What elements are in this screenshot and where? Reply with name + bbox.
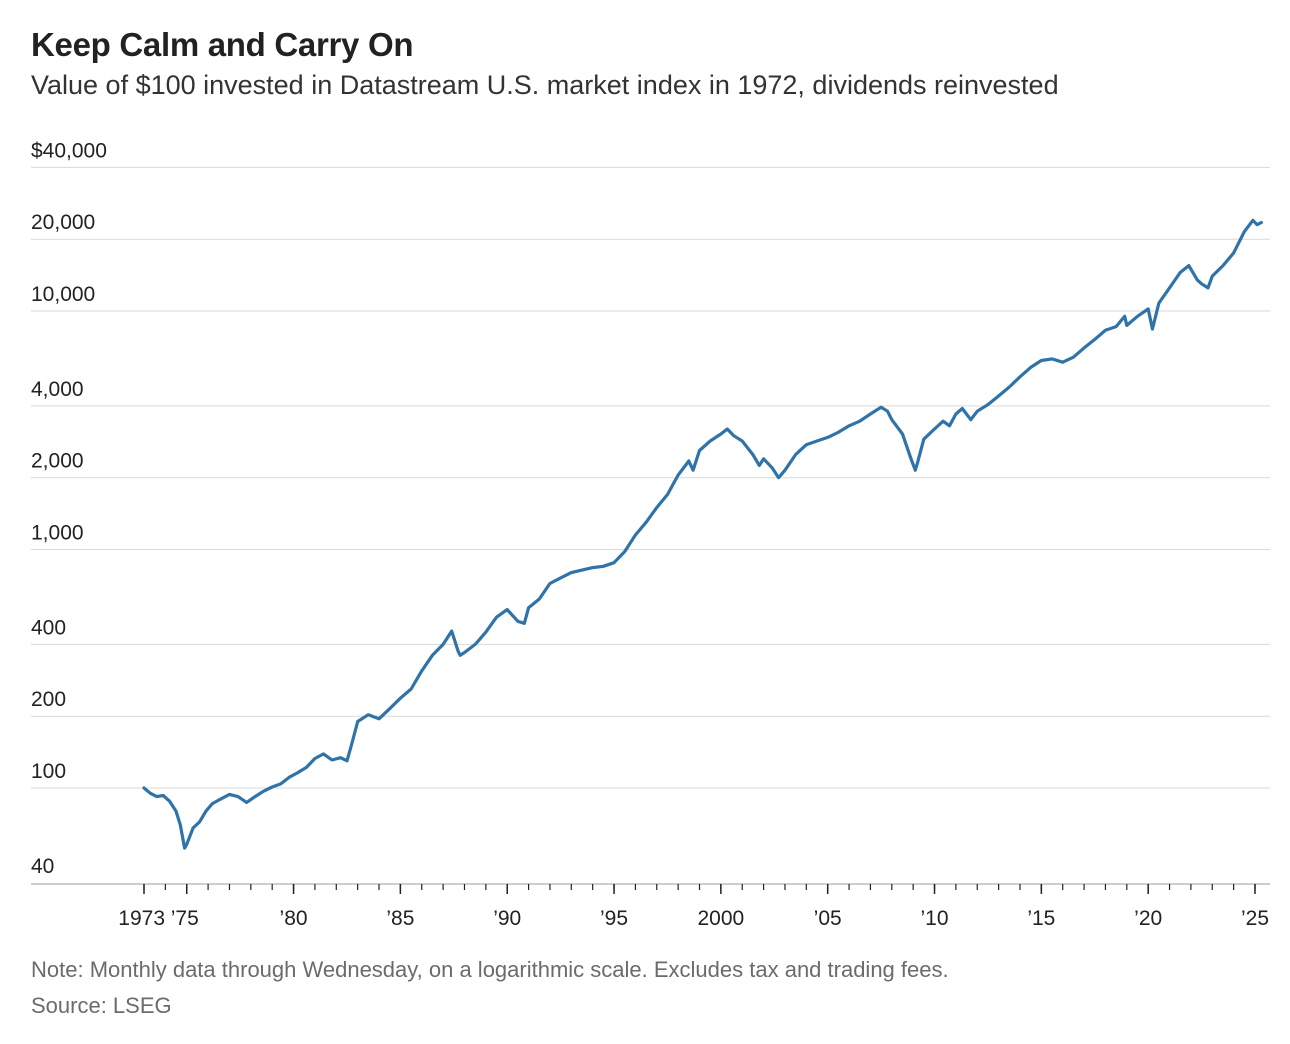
x-tick-label: ’15 — [1027, 907, 1055, 930]
y-tick-label: 4,000 — [31, 378, 84, 401]
series-layer — [142, 218, 1263, 850]
series-line — [142, 218, 1263, 850]
chart-title: Keep Calm and Carry On — [31, 26, 414, 63]
x-axis: 1973 ’75 ’80 ’85 ’90 ’95 2000 ’05 ’10 ’15 ’20 ’25 — [31, 883, 1270, 930]
x-tick-label: ’85 — [386, 907, 414, 930]
x-tick-label: ’05 — [814, 907, 842, 930]
chart-note: Note: Monthly data through Wednesday, on… — [31, 957, 949, 982]
x-tick-label: 2000 — [698, 907, 745, 930]
x-tick-label: ’90 — [493, 907, 521, 930]
x-tick-label: ’10 — [921, 907, 949, 930]
y-tick-label: 200 — [31, 688, 66, 711]
chart-source: Source: LSEG — [31, 993, 172, 1018]
chart-area: $40,000 20,000 10,000 4,000 2,000 1,000 400 200… — [31, 139, 1270, 930]
x-tick-label: ’95 — [600, 907, 628, 930]
x-tick-label: ’80 — [280, 907, 308, 930]
x-tick-label: ’75 — [171, 907, 199, 930]
gridlines — [31, 166, 1270, 789]
y-tick-label: 20,000 — [31, 211, 95, 234]
y-axis-labels: $40,000 20,000 10,000 4,000 2,000 1,000 400 200… — [31, 139, 107, 878]
y-tick-label: 1,000 — [31, 522, 84, 545]
y-tick-label: 10,000 — [31, 283, 95, 306]
x-tick-label: ’25 — [1241, 907, 1269, 930]
y-tick-label: 40 — [31, 855, 54, 878]
y-tick-label: $40,000 — [31, 139, 107, 162]
y-tick-label: 2,000 — [31, 450, 84, 473]
y-tick-label: 100 — [31, 760, 66, 783]
x-tick-label: 1973 — [118, 907, 165, 930]
chart-subtitle: Value of $100 invested in Datastream U.S… — [31, 70, 1059, 100]
y-tick-label: 400 — [31, 616, 66, 639]
x-tick-label: ’20 — [1134, 907, 1162, 930]
